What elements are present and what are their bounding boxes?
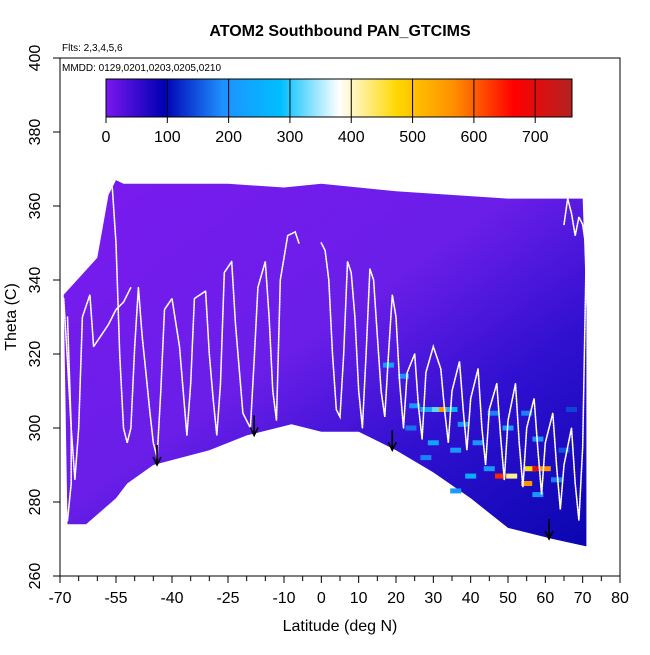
x-tick-label: -10 xyxy=(272,590,295,607)
heatmap-cell xyxy=(558,447,570,453)
heatmap-cell xyxy=(532,436,544,442)
y-axis-title: Theta (C) xyxy=(3,283,20,351)
y-tick-label: 320 xyxy=(27,341,44,368)
data-region xyxy=(63,180,587,547)
y-tick-label: 380 xyxy=(27,119,44,146)
x-tick-label: -25 xyxy=(216,590,239,607)
x-axis: -70 -55 -40 -25 -10 0 10 20 30 40 50 60 70 80 xyxy=(48,575,629,607)
heatmap-cell xyxy=(532,466,544,472)
y-tick-label: 280 xyxy=(27,489,44,516)
y-tick-label: 260 xyxy=(27,563,44,590)
y-tick-label: 300 xyxy=(27,415,44,442)
x-tick-label: 0 xyxy=(317,590,326,607)
heatmap-cell xyxy=(420,407,432,412)
heatmap-cell xyxy=(457,421,469,427)
heatmap-cell xyxy=(483,466,495,472)
colorbar-tick-label: 300 xyxy=(277,129,304,146)
x-tick-label: 70 xyxy=(574,590,592,607)
x-tick-label: -40 xyxy=(160,590,183,607)
heatmap-cell xyxy=(506,473,518,479)
x-tick-label: 80 xyxy=(611,590,629,607)
heatmap-cell xyxy=(427,440,439,446)
x-tick-label: 60 xyxy=(536,590,554,607)
flight-profile xyxy=(156,230,300,459)
heatmap-cell xyxy=(465,473,477,479)
x-tick-label: 50 xyxy=(499,590,517,607)
colorbar-tick-label: 100 xyxy=(154,129,181,146)
flight-profile xyxy=(66,286,132,480)
heatmap-cell xyxy=(446,407,458,412)
x-tick-label: 30 xyxy=(424,590,442,607)
flights-label: Flts: 2,3,4,5,6 xyxy=(62,43,123,54)
heatmap-cell xyxy=(539,466,551,472)
flight-profile xyxy=(320,242,588,521)
flight-profile xyxy=(111,186,158,459)
arrow-layer xyxy=(152,415,554,541)
colorbar-tick-label: 600 xyxy=(461,129,488,146)
y-tick-label: 340 xyxy=(27,267,44,294)
heatmap-cell xyxy=(431,407,443,412)
x-tick-label: 20 xyxy=(387,590,405,607)
flight-arrow-head xyxy=(152,456,162,467)
flight-arrow-head xyxy=(544,530,554,541)
profile-layer xyxy=(62,186,588,522)
colorbar-tick-label: 400 xyxy=(338,129,365,146)
heatmap-cell xyxy=(524,466,536,472)
heatmap-cell xyxy=(532,492,544,498)
heatmap-cell xyxy=(566,407,577,412)
x-tick-label: -55 xyxy=(104,590,127,607)
flight-arrow-head xyxy=(387,441,397,452)
heatmap-cell xyxy=(521,410,533,416)
heatmap-cell xyxy=(409,403,421,409)
dates-label: MMDD: 0129,0201,0203,0205,0210 xyxy=(62,63,221,74)
flight-profile xyxy=(563,198,588,252)
heatmap-cell xyxy=(521,481,533,486)
heatmap-cell xyxy=(487,410,499,416)
heatmap-cell xyxy=(420,455,432,461)
heatmap-cell xyxy=(472,440,484,446)
x-tick-label: 40 xyxy=(462,590,480,607)
colorbar: 0 100 200 300 400 500 600 700 xyxy=(102,78,573,146)
chart-title: ATOM2 Southbound PAN_GTCIMS xyxy=(209,23,471,40)
colorbar-ticks: 0 100 200 300 400 500 600 700 xyxy=(102,79,549,146)
y-axis: 260 280 300 320 340 360 380 400 xyxy=(27,45,60,590)
x-axis-title: Latitude (deg N) xyxy=(283,618,398,635)
heatmap-cell xyxy=(405,425,417,431)
x-tick-label: -70 xyxy=(48,590,71,607)
colorbar-tick-label: 0 xyxy=(102,129,111,146)
colorbar-tick-label: 700 xyxy=(522,129,549,146)
y-tick-label: 400 xyxy=(27,45,44,72)
colorbar-gradient xyxy=(105,78,573,118)
colorbar-tick-label: 500 xyxy=(399,129,426,146)
heatmap-cell xyxy=(495,473,506,479)
y-tick-label: 360 xyxy=(27,193,44,220)
heatmap-cell xyxy=(551,477,562,483)
colorbar-tick-label: 200 xyxy=(215,129,242,146)
heatmap-cell xyxy=(398,373,409,379)
x-tick-label: 10 xyxy=(350,590,368,607)
heatmap-cell xyxy=(450,488,462,494)
flight-profile xyxy=(62,297,72,522)
heatmap-cell xyxy=(450,447,462,453)
data-layer xyxy=(63,180,587,547)
flight-arrow-head xyxy=(249,427,259,438)
